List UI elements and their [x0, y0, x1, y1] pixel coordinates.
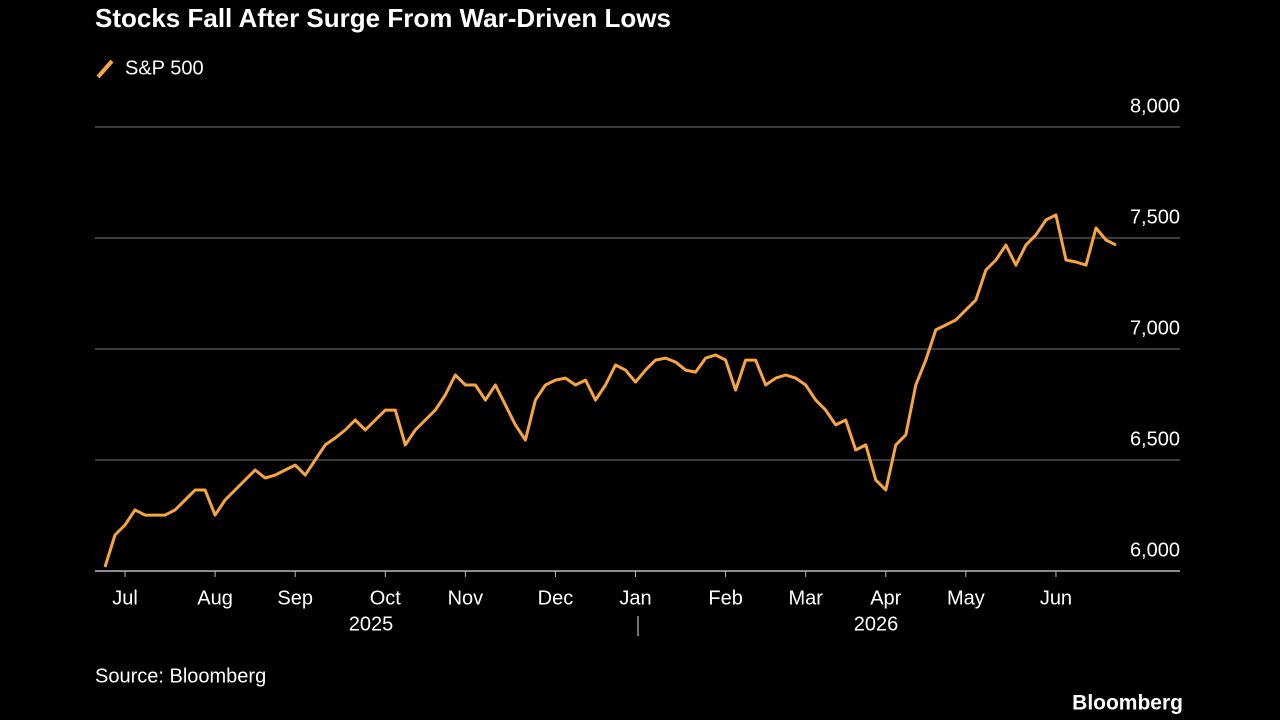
line-series	[103, 213, 1117, 568]
y-tick-label: 7,000	[1130, 317, 1180, 339]
y-tick-label: 6,000	[1130, 539, 1180, 561]
x-tick-label: Oct	[370, 587, 402, 609]
x-tick-label: Dec	[538, 587, 574, 609]
x-tick-label: Feb	[708, 587, 742, 609]
x-tick-label: Jan	[619, 587, 651, 609]
brand: Bloomberg	[1072, 692, 1183, 715]
x-tick-label: May	[947, 587, 985, 609]
x-tick-label: Aug	[197, 587, 233, 609]
x-tick-label: Jul	[112, 587, 138, 609]
legend-swatch	[96, 59, 114, 79]
x-tick-label: Jun	[1040, 587, 1072, 609]
year-label: 2026	[854, 613, 899, 635]
y-tick-label: 6,500	[1130, 428, 1180, 450]
legend-label: S&P 500	[125, 57, 204, 79]
x-tick-label: Mar	[788, 587, 823, 609]
y-tick-label: 8,000	[1130, 95, 1180, 117]
chart-title: Stocks Fall After Surge From War-Driven …	[95, 3, 671, 33]
x-tick-label: Sep	[277, 587, 313, 609]
x-tick-label: Nov	[448, 587, 484, 609]
y-tick-label: 7,500	[1130, 206, 1180, 228]
year-label: 2025	[349, 613, 394, 635]
x-tick-label: Apr	[870, 587, 901, 609]
source: Source: Bloomberg	[95, 665, 266, 687]
